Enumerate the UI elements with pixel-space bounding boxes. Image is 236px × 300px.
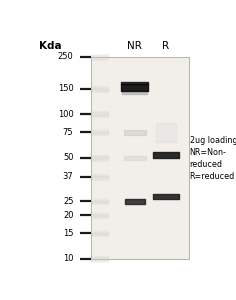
Text: 15: 15: [63, 229, 73, 238]
Text: NR: NR: [127, 41, 142, 51]
Text: 2ug loading
NR=Non-
reduced
R=reduced: 2ug loading NR=Non- reduced R=reduced: [190, 136, 236, 181]
Text: 10: 10: [63, 254, 73, 263]
Text: R: R: [162, 41, 169, 51]
Text: 150: 150: [58, 84, 73, 93]
Text: 37: 37: [63, 172, 73, 181]
Bar: [91, 57, 189, 259]
Text: 25: 25: [63, 197, 73, 206]
Text: 250: 250: [58, 52, 73, 61]
Text: 20: 20: [63, 211, 73, 220]
Text: 75: 75: [63, 128, 73, 137]
Text: 100: 100: [58, 110, 73, 119]
Text: 50: 50: [63, 153, 73, 162]
Text: Kda: Kda: [39, 41, 62, 51]
